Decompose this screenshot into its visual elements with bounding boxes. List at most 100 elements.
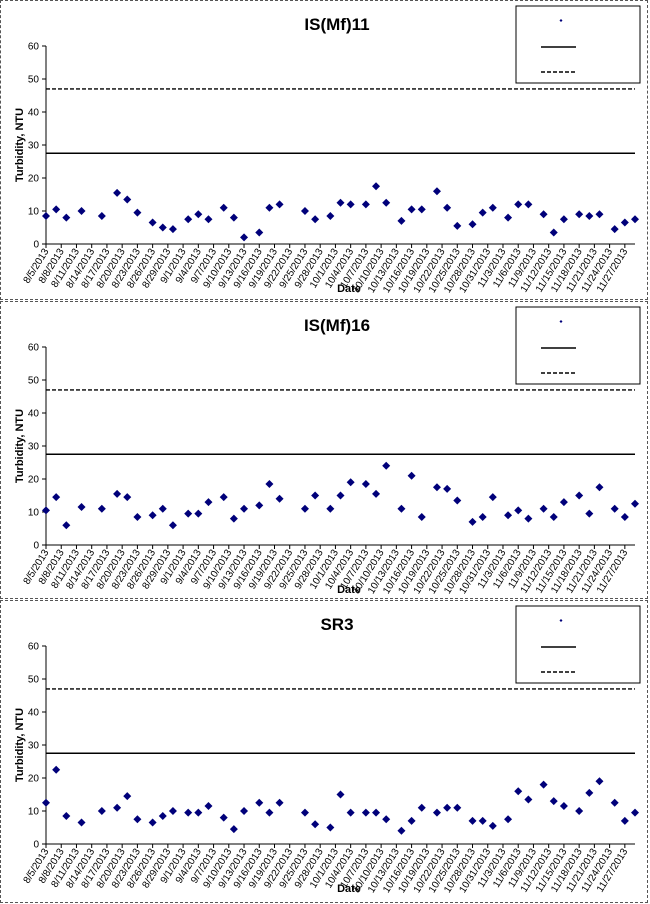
data-point [184, 215, 193, 224]
data-point [549, 797, 558, 806]
data-point [468, 517, 477, 526]
data-point [585, 788, 594, 797]
data-point [123, 195, 132, 204]
data-point [204, 215, 213, 224]
legend-marker [559, 619, 563, 622]
y-tick-label: 10 [28, 207, 40, 218]
y-tick-label: 10 [28, 508, 40, 519]
x-axis-label: Date [337, 584, 361, 596]
data-point [62, 521, 71, 530]
data-point [468, 220, 477, 229]
data-point [432, 483, 441, 492]
data-point [407, 471, 416, 480]
data-point [346, 200, 355, 209]
y-tick-label: 0 [33, 240, 39, 251]
data-point [123, 792, 132, 801]
data-point [204, 498, 213, 507]
y-tick-label: 60 [28, 642, 40, 653]
data-point [300, 207, 309, 215]
data-point [229, 514, 238, 523]
data-point [407, 816, 416, 825]
data-point [514, 506, 523, 515]
y-axis-label: Turbidity, NTU [14, 409, 26, 483]
data-point [97, 807, 106, 815]
data-point [158, 504, 167, 513]
data-point [77, 503, 86, 512]
data-point [549, 228, 558, 237]
data-point [194, 509, 203, 518]
data-point [539, 504, 548, 513]
data-point [610, 225, 619, 234]
data-point [265, 203, 274, 212]
data-point [595, 483, 604, 492]
y-tick-label: 50 [28, 75, 40, 86]
data-point [97, 504, 106, 513]
data-point [631, 499, 639, 508]
data-point [524, 795, 533, 804]
data-point [346, 478, 355, 487]
data-point [336, 491, 345, 500]
data-point [514, 200, 523, 209]
data-point [219, 813, 228, 822]
y-tick-label: 20 [28, 174, 40, 185]
data-point [42, 506, 50, 515]
data-point [595, 210, 604, 219]
data-point [275, 200, 284, 209]
y-tick-label: 40 [28, 108, 40, 119]
data-point [346, 808, 355, 817]
data-point [631, 808, 639, 817]
data-point [417, 512, 426, 521]
legend [515, 605, 641, 684]
y-tick-label: 0 [33, 840, 39, 851]
data-point [504, 213, 513, 222]
data-point [265, 479, 274, 488]
data-point [559, 498, 568, 507]
data-point [443, 484, 452, 493]
data-point [620, 218, 629, 227]
data-point [372, 182, 381, 191]
y-tick-label: 40 [28, 409, 40, 420]
data-point [559, 215, 568, 224]
data-point [453, 803, 462, 812]
y-tick-label: 20 [28, 475, 40, 486]
data-point [255, 228, 264, 237]
legend-marker [559, 320, 563, 323]
data-point [184, 808, 193, 817]
data-point [504, 815, 513, 824]
data-point [478, 816, 487, 825]
data-point [372, 489, 381, 498]
data-point [575, 491, 584, 500]
data-point [585, 509, 594, 518]
legend [515, 306, 641, 385]
legend-marker [559, 19, 563, 22]
data-point [549, 512, 558, 521]
legend-box [515, 306, 641, 385]
data-point [326, 211, 335, 220]
data-point [336, 198, 345, 207]
data-point [113, 489, 122, 498]
data-point [488, 821, 497, 830]
data-point [158, 223, 167, 232]
data-point [255, 798, 264, 807]
data-point [77, 818, 86, 827]
data-point [42, 798, 50, 807]
chart-title: IS(Mf)11 [304, 15, 369, 34]
data-point [524, 514, 533, 523]
data-point [382, 461, 391, 470]
data-point [539, 210, 548, 219]
data-point [443, 203, 452, 212]
data-point [453, 221, 462, 230]
data-point [113, 188, 122, 197]
data-point [133, 512, 142, 521]
data-point [326, 504, 335, 513]
data-point [123, 493, 132, 502]
data-point [184, 509, 193, 518]
data-point [240, 504, 249, 513]
data-point [382, 198, 391, 207]
x-axis-label: Date [337, 283, 361, 295]
chart-title: SR3 [320, 615, 353, 634]
data-point [620, 816, 629, 825]
data-point [361, 479, 370, 488]
data-point [52, 493, 61, 502]
data-point [468, 816, 477, 825]
